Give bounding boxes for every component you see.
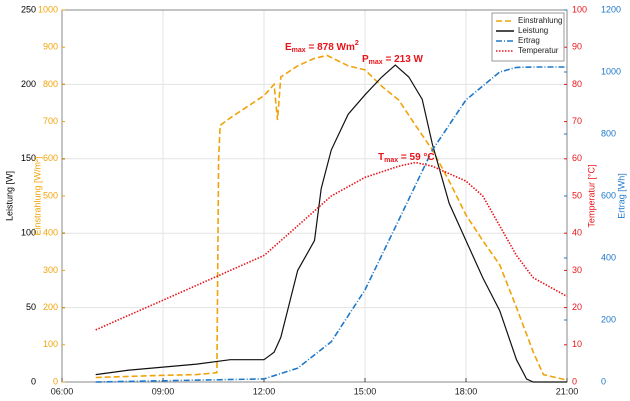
annotation: Pmax = 213 W (362, 54, 424, 67)
y-tick-label: 60 (572, 153, 582, 163)
series-line (95, 64, 567, 383)
y-tick-label: 50 (26, 302, 36, 312)
annotation-part: 2 (355, 40, 359, 47)
y-tick-label: 200 (601, 314, 616, 324)
y-tick-label: 600 (601, 190, 616, 200)
y-tick-label: 1200 (601, 4, 621, 14)
y-tick-label: 800 (43, 79, 58, 89)
y-tick-label: 1000 (601, 66, 621, 76)
y-axis-title: Einstrahlung [W/m²] (32, 156, 42, 235)
y-tick-label: 400 (43, 228, 58, 238)
y-axis-title: Temperatur [°C] (586, 164, 596, 227)
annotation-part: P (362, 54, 369, 65)
y-tick-label: 20 (572, 302, 582, 312)
annotation: Tmax = 59 °C (378, 152, 435, 165)
annotation-part: max (292, 47, 306, 54)
legend-box (491, 12, 565, 62)
y-tick-label: 100 (572, 4, 587, 14)
legend-label: Leistung (518, 26, 548, 35)
y-tick-label: 700 (43, 116, 58, 126)
y-tick-label: 30 (572, 265, 582, 275)
y-tick-label: 90 (572, 42, 582, 52)
legend-label: Temperatur (518, 46, 559, 55)
y-tick-label: 1000 (38, 4, 58, 14)
y-tick-label: 400 (601, 252, 616, 262)
y-tick-label: 600 (43, 153, 58, 163)
legend-label: Ertrag (518, 36, 540, 45)
x-tick-label: 12:00 (253, 386, 276, 396)
y-tick-label: 250 (21, 4, 36, 14)
y-tick-label: 300 (43, 265, 58, 275)
y-tick-label: 0 (53, 376, 58, 386)
series-line (95, 54, 568, 381)
annotation-part: T (378, 152, 384, 163)
y-tick-label: 200 (43, 302, 58, 312)
y-tick-label: 100 (43, 339, 58, 349)
series-line (95, 66, 567, 383)
y-axis-title: Ertrag [Wh] (616, 173, 626, 219)
x-tick-label: 21:00 (556, 386, 579, 396)
x-tick-label: 09:00 (152, 386, 175, 396)
y-tick-label: 100 (21, 228, 36, 238)
annotation-part: = 213 W (383, 54, 424, 65)
plot-frame (61, 9, 568, 383)
x-tick-label: 15:00 (354, 386, 377, 396)
y-tick-label: 10 (572, 339, 582, 349)
x-tick-label: 06:00 (51, 386, 74, 396)
annotation-part: E (285, 42, 292, 53)
y-tick-label: 800 (601, 128, 616, 138)
y-tick-label: 200 (21, 79, 36, 89)
y-tick-label: 40 (572, 228, 582, 238)
x-tick-label: 18:00 (455, 386, 478, 396)
annotation-part: max (369, 59, 383, 66)
y-tick-label: 0 (31, 376, 36, 386)
y-tick-label: 150 (21, 153, 36, 163)
annotation-part: max (384, 157, 398, 164)
y-tick-label: 900 (43, 42, 58, 52)
y-tick-label: 0 (572, 376, 577, 386)
legend-label: Einstrahlung (518, 16, 562, 25)
y-tick-label: 500 (43, 190, 58, 200)
annotation: Emax = 878 Wm2 (285, 40, 359, 54)
annotation-part: = 878 Wm (306, 42, 355, 53)
y-tick-label: 0 (601, 376, 606, 386)
y-tick-label: 80 (572, 79, 582, 89)
y-tick-label: 70 (572, 116, 582, 126)
annotation-part: = 59 °C (398, 152, 435, 163)
series-line (95, 161, 568, 331)
y-axis-title: Leistung [W] (4, 171, 14, 221)
y-tick-label: 50 (572, 190, 582, 200)
